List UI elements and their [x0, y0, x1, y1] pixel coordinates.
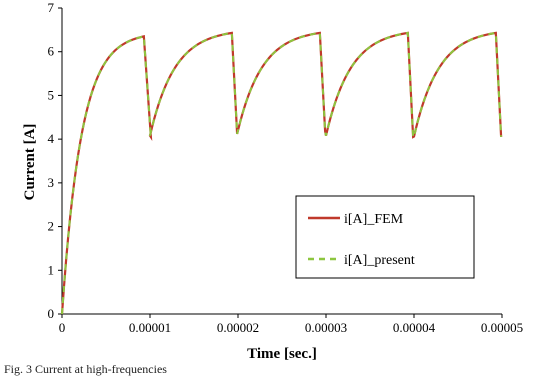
y-axis-title: Current [A]: [22, 124, 38, 201]
x-tick-label: 0.00002: [217, 320, 259, 335]
y-ticks: 0 1 2 3 4 5 6 7: [48, 0, 62, 321]
y-tick-label: 3: [48, 175, 55, 190]
y-tick-label: 7: [48, 0, 55, 15]
x-ticks: 0 0.00001 0.00002 0.00003 0.00004 0.00005: [59, 314, 523, 335]
x-tick-label: 0.00001: [129, 320, 171, 335]
legend-box: [295, 195, 475, 279]
legend: i[A]_FEM i[A]_present: [295, 195, 475, 279]
x-tick-label: 0.00003: [305, 320, 347, 335]
series-layer: [60, 31, 503, 315]
series-line-present: [61, 31, 503, 315]
figure-caption: Fig. 3 Current at high-frequencies: [4, 362, 167, 376]
y-tick-label: 2: [48, 219, 55, 234]
x-tick-label: 0: [59, 320, 66, 335]
y-tick-label: 0: [48, 306, 55, 321]
y-tick-label: 6: [48, 44, 55, 59]
legend-label-present: i[A]_present: [344, 253, 415, 268]
y-tick-label: 1: [48, 262, 55, 277]
legend-label-fem: i[A]_FEM: [344, 212, 404, 227]
y-tick-label: 5: [48, 87, 55, 102]
x-tick-label: 0.00004: [393, 320, 436, 335]
y-tick-label: 4: [48, 131, 55, 146]
x-axis-title: Time [sec.]: [247, 346, 317, 362]
x-tick-label: 0.00005: [481, 320, 523, 335]
